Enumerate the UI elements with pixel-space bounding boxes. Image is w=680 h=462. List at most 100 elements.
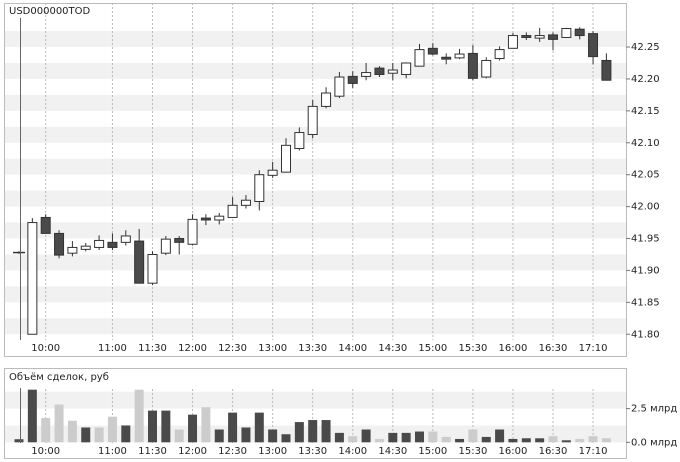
x-tick-label: 14:00 bbox=[338, 446, 367, 457]
candle-body bbox=[134, 240, 145, 284]
candle-body bbox=[94, 239, 105, 248]
candle-body bbox=[187, 218, 198, 245]
volume-bar bbox=[254, 412, 264, 443]
x-tick-label: 12:00 bbox=[178, 446, 207, 457]
y-tick-label: 41.95 bbox=[631, 234, 660, 245]
volume-bar bbox=[281, 434, 291, 443]
grid-band bbox=[5, 62, 626, 79]
foreground: 41.80 41.85 41.90 41.95 42.00 42.05 42.10 42.15… bbox=[13, 27, 677, 457]
candle-body bbox=[561, 28, 572, 38]
candle-body bbox=[601, 59, 612, 81]
volume-bar bbox=[548, 436, 558, 443]
candle-body bbox=[467, 52, 478, 79]
x-tick-label: 15:30 bbox=[458, 446, 487, 457]
candle-body bbox=[347, 75, 358, 84]
volume-bar bbox=[148, 410, 157, 443]
x-tick-label: 12:30 bbox=[218, 343, 247, 354]
candle-body bbox=[214, 215, 225, 221]
candle-body bbox=[227, 204, 238, 218]
candle-body bbox=[507, 35, 518, 49]
grid-band bbox=[5, 254, 626, 271]
x-tick-label: 14:00 bbox=[338, 343, 367, 354]
grid-band bbox=[5, 222, 626, 239]
candle-body bbox=[120, 235, 131, 243]
x-tick-label: 13:30 bbox=[298, 343, 327, 354]
candle-body bbox=[401, 62, 412, 75]
candle-body bbox=[254, 174, 265, 202]
candle-body bbox=[334, 76, 345, 97]
x-tick-label: 17:10 bbox=[579, 446, 608, 457]
x-tick-label: 16:30 bbox=[539, 446, 568, 457]
candle-body bbox=[427, 47, 438, 55]
volume-bar bbox=[121, 425, 131, 443]
volume-bar bbox=[575, 438, 585, 443]
x-tick-label: 15:00 bbox=[418, 446, 447, 457]
volume-bar bbox=[81, 427, 91, 443]
candle-body bbox=[521, 35, 532, 38]
y-tick-label: 2.5 млрд bbox=[631, 404, 677, 415]
x-tick-label: 14:30 bbox=[378, 343, 407, 354]
volume-bar bbox=[361, 429, 371, 443]
background bbox=[5, 3, 626, 443]
candle-body bbox=[200, 217, 211, 221]
x-tick-label: 16:00 bbox=[499, 343, 528, 354]
x-tick-label: 15:30 bbox=[458, 343, 487, 354]
candle-body bbox=[454, 53, 465, 59]
candle-body bbox=[414, 49, 425, 67]
candle-body bbox=[374, 67, 385, 75]
volume-bar bbox=[294, 422, 304, 443]
candle-body bbox=[361, 72, 372, 77]
candle-body bbox=[294, 132, 305, 150]
grid-band bbox=[5, 158, 626, 175]
volume-bar bbox=[588, 436, 598, 443]
y-tick-label: 42.15 bbox=[631, 106, 660, 117]
candle-body bbox=[548, 34, 558, 40]
candle-body bbox=[160, 238, 171, 254]
candle-body bbox=[441, 56, 452, 60]
candle-body bbox=[307, 105, 318, 135]
candle-body bbox=[27, 222, 38, 335]
volume-bar bbox=[134, 389, 144, 443]
x-tick-label: 16:30 bbox=[539, 343, 568, 354]
volume-bar bbox=[41, 418, 51, 443]
volume-bar bbox=[388, 432, 398, 443]
volume-bar bbox=[374, 438, 384, 443]
grid-band bbox=[5, 318, 626, 335]
y-tick-label: 42.20 bbox=[631, 74, 660, 85]
candle-body bbox=[494, 49, 505, 60]
x-tick-label: 11:30 bbox=[138, 446, 167, 457]
y-tick-label: 41.80 bbox=[631, 329, 660, 340]
volume-bar bbox=[521, 438, 531, 443]
grid-band bbox=[5, 94, 626, 111]
volume-bar bbox=[561, 440, 571, 443]
volume-bar bbox=[27, 389, 37, 443]
x-tick-label: 11:00 bbox=[98, 343, 127, 354]
y-tick-label: 41.90 bbox=[631, 265, 660, 276]
volume-bar bbox=[308, 420, 318, 443]
volume-bar bbox=[348, 436, 358, 443]
volume-bar bbox=[495, 429, 505, 443]
candle-body bbox=[387, 69, 398, 74]
x-tick-label: 13:00 bbox=[258, 343, 287, 354]
candle-body bbox=[481, 59, 492, 78]
volume-bar bbox=[468, 429, 478, 443]
grid-band bbox=[5, 391, 626, 409]
candle-body bbox=[40, 216, 51, 234]
volume-bar bbox=[415, 431, 424, 443]
x-tick-label: 10:00 bbox=[31, 343, 60, 354]
volume-bar bbox=[601, 438, 611, 443]
x-tick-label: 11:30 bbox=[138, 343, 167, 354]
volume-bar bbox=[321, 420, 331, 443]
candle-body bbox=[281, 144, 291, 173]
grid-band bbox=[5, 31, 626, 48]
volume-bar bbox=[334, 432, 344, 443]
y-tick-label: 42.10 bbox=[631, 138, 660, 149]
volume-bar bbox=[268, 429, 278, 443]
volume-bar bbox=[241, 427, 251, 443]
volume-bar bbox=[535, 438, 545, 443]
volume-bar bbox=[428, 431, 438, 443]
x-tick-label: 15:00 bbox=[418, 343, 447, 354]
x-tick-label: 10:00 bbox=[31, 446, 60, 457]
candle-body bbox=[147, 253, 158, 284]
